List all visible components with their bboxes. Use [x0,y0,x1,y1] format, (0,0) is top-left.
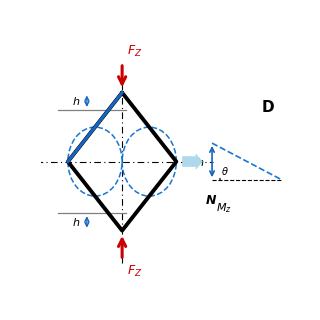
Text: $F_Z$: $F_Z$ [127,44,142,59]
Text: $\boldsymbol{N}$: $\boldsymbol{N}$ [205,194,217,207]
Text: $\theta$: $\theta$ [221,165,229,177]
Text: $h$: $h$ [72,216,81,228]
Text: $\bf{D}$: $\bf{D}$ [261,100,275,116]
Text: $h$: $h$ [72,95,81,107]
FancyArrow shape [182,154,202,169]
Text: $M_z$: $M_z$ [216,201,232,215]
Text: $F_Z$: $F_Z$ [127,264,142,279]
Text: $h$: $h$ [196,156,205,168]
